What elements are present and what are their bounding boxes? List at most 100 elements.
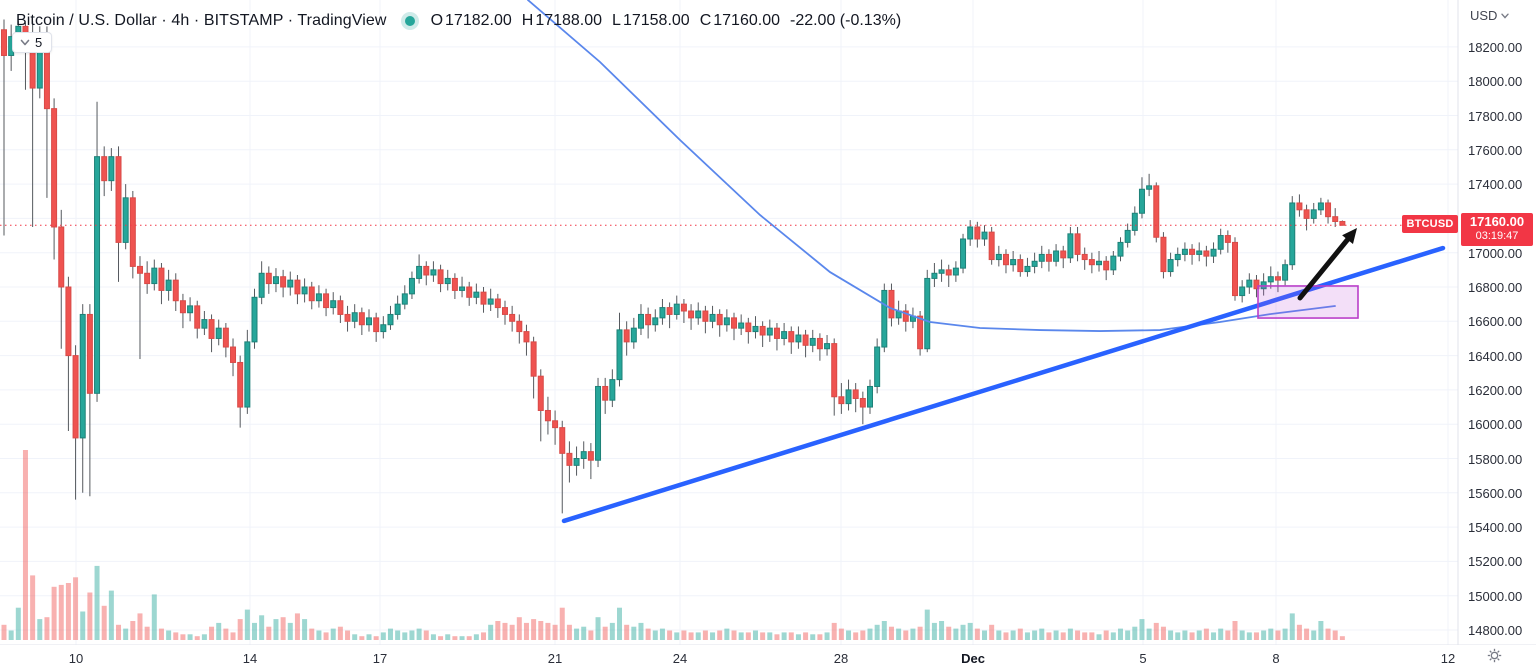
- candle-up: [416, 265, 423, 279]
- volume-bar: [752, 630, 758, 640]
- volume-bar: [953, 628, 959, 640]
- volume-bar: [910, 628, 916, 640]
- close-value: 17160.00: [713, 12, 780, 29]
- volume-bar: [1339, 636, 1345, 640]
- volume-bar: [201, 634, 207, 640]
- volume-bar: [194, 636, 200, 640]
- candle-up: [795, 334, 802, 343]
- candle-up: [1146, 185, 1153, 190]
- volume-bar: [1146, 628, 1152, 640]
- volume-bar: [1003, 632, 1009, 640]
- candle-down: [1203, 250, 1210, 257]
- chart-legend-header: Bitcoin / U.S. Dollar · 4h · BITSTAMP · …: [16, 10, 901, 32]
- volume-bar: [1117, 628, 1123, 640]
- volume-bar: [509, 624, 515, 640]
- close-label: C: [699, 12, 712, 29]
- volume-bar: [65, 583, 71, 640]
- arrow-drawing[interactable]: [1297, 237, 1351, 301]
- volume-bar: [1218, 628, 1224, 640]
- volume-bar: [939, 621, 945, 640]
- time-axis[interactable]: 10 14 17 21 24 28 Dec 5 8 12: [0, 645, 1536, 672]
- candle-down: [101, 156, 108, 182]
- volume-bar: [652, 630, 658, 640]
- open-label: O: [430, 12, 444, 29]
- candle-up: [960, 238, 967, 269]
- volume-bar: [695, 632, 701, 640]
- price-tick-label: 18200.00: [1468, 39, 1523, 55]
- price-tick-label: 14800.00: [1468, 623, 1523, 638]
- volume-bar: [674, 632, 680, 640]
- volume-bar: [395, 630, 401, 640]
- volume-bar: [702, 630, 708, 640]
- candle-down: [172, 279, 179, 302]
- candle-up: [1131, 212, 1138, 231]
- price-tick-label: 16000.00: [1468, 417, 1523, 433]
- candle-down: [208, 319, 215, 339]
- volume-bar: [337, 626, 343, 640]
- volume-bar: [1075, 630, 1081, 640]
- volume-bar: [860, 630, 866, 640]
- candle-up: [444, 277, 451, 285]
- currency-selector[interactable]: USD: [1470, 8, 1510, 23]
- candle-up: [366, 317, 373, 326]
- arrow-head[interactable]: [1342, 228, 1357, 245]
- time-tick-label: 17: [372, 651, 388, 666]
- candle-down: [51, 108, 58, 228]
- volume-bar: [1289, 613, 1295, 640]
- candle-up: [251, 296, 258, 343]
- candle-up: [809, 337, 816, 346]
- volume-bar: [416, 628, 422, 640]
- moving-average-line[interactable]: [527, 0, 1336, 332]
- candle-down: [494, 298, 501, 309]
- volume-bar: [638, 622, 644, 640]
- candle-down: [1332, 216, 1339, 222]
- volume-bar: [566, 624, 572, 640]
- legend-collapse-button[interactable]: 5: [12, 32, 53, 53]
- volume-bar: [251, 622, 257, 640]
- gear-icon[interactable]: [1487, 648, 1502, 663]
- volume-bar: [760, 632, 766, 640]
- volume-bar: [1275, 630, 1281, 640]
- volume-bar: [917, 626, 923, 640]
- volume-bar: [37, 619, 43, 640]
- candle-down: [645, 313, 652, 326]
- candle-up: [616, 329, 623, 381]
- candle-up: [473, 291, 480, 298]
- price-axis[interactable]: 18200.00 18000.00 17800.00 17600.00 17400.00…: [1458, 0, 1536, 645]
- volume-bar: [1024, 632, 1030, 640]
- market-status-icon: [404, 16, 415, 26]
- volume-bar: [87, 592, 93, 640]
- volume-bar: [101, 605, 107, 640]
- candle-up: [845, 389, 852, 405]
- candle-up: [881, 289, 888, 348]
- volume-bar: [387, 628, 393, 640]
- volume-bar: [1046, 632, 1052, 640]
- time-tick-label: 10: [68, 651, 84, 666]
- volume-bar: [853, 632, 859, 640]
- volume-bar: [22, 450, 28, 640]
- volume-bar: [473, 634, 479, 640]
- candle-down: [602, 385, 609, 401]
- volume-bar: [402, 632, 408, 640]
- candle-up: [1317, 202, 1324, 211]
- high-value: 17188.00: [535, 12, 603, 29]
- candle-up: [1167, 259, 1174, 273]
- symbol-title[interactable]: Bitcoin / U.S. Dollar · 4h · BITSTAMP · …: [16, 12, 387, 29]
- candle-up: [187, 305, 194, 314]
- price-tick-label: 15600.00: [1468, 485, 1523, 501]
- candle-up: [766, 327, 773, 336]
- candle-down: [501, 307, 508, 315]
- trendline-drawing[interactable]: [561, 245, 1446, 524]
- candle-down: [194, 305, 201, 329]
- candle-down: [773, 327, 780, 339]
- candle-down: [1, 29, 7, 56]
- volume-bar: [781, 632, 787, 640]
- volume-bar: [445, 634, 451, 640]
- candle-up: [967, 226, 974, 240]
- volume-bar: [366, 634, 372, 640]
- candle-up: [215, 327, 222, 339]
- candle-down: [72, 355, 79, 439]
- candle-down: [1296, 202, 1303, 211]
- candle-down: [559, 427, 566, 454]
